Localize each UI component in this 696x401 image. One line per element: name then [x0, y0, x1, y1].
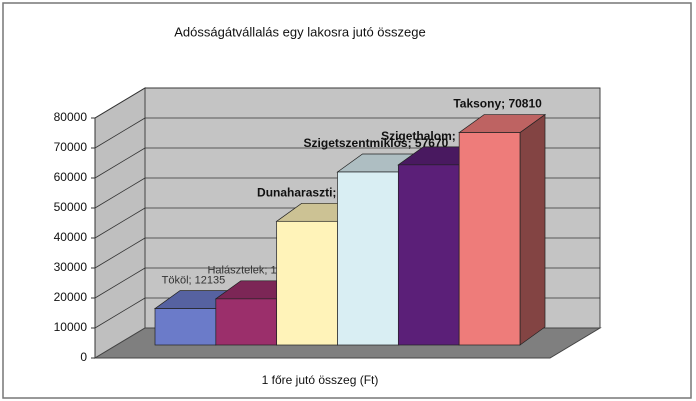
data-label: Tököl; 12135: [162, 275, 226, 287]
grid-line: [94, 207, 146, 239]
y-tick-label: 50000: [54, 200, 88, 214]
data-label: Szigetszentmiklós; 57670: [304, 136, 449, 150]
grid-line: [94, 177, 146, 209]
chart-title: Adósságátvállalás egy lakosra jutó össze…: [174, 24, 425, 39]
data-label: Taksony; 70810: [453, 97, 542, 111]
bar: [337, 171, 399, 346]
grid-line: [94, 297, 146, 329]
bar-side: [519, 113, 546, 346]
x-axis-label: 1 főre jutó összeg (Ft): [262, 373, 379, 387]
bar: [154, 308, 217, 346]
bar: [397, 164, 460, 346]
y-tick-label: 70000: [54, 140, 88, 154]
y-tick-label: 30000: [54, 260, 88, 274]
y-tick-label: 60000: [54, 170, 88, 184]
grid-line: [94, 237, 146, 269]
y-tick-label: 0: [80, 350, 87, 364]
bar: [458, 132, 521, 346]
bar: [276, 220, 338, 346]
y-tick-label: 80000: [54, 110, 88, 124]
bar: [215, 298, 278, 346]
y-tick-label: 20000: [54, 290, 88, 304]
grid-line: [94, 87, 146, 119]
grid-line: [94, 267, 146, 299]
grid-line: [94, 147, 146, 179]
y-tick-label: 40000: [54, 230, 88, 244]
grid-line: [94, 117, 146, 149]
y-tick-label: 10000: [54, 320, 88, 334]
